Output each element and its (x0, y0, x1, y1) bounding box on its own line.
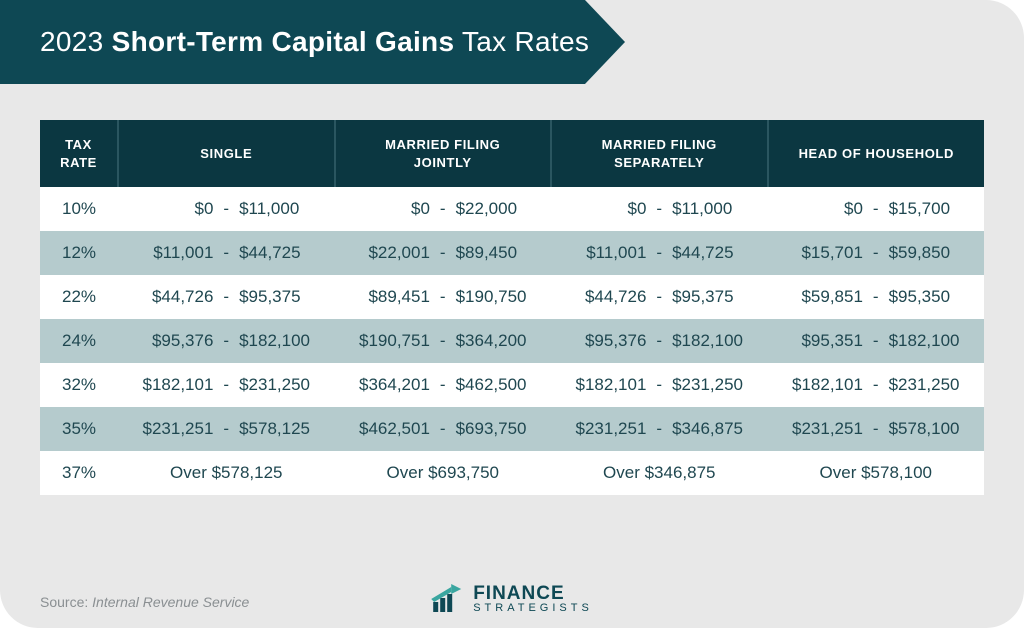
col-mfs: MARRIED FILINGSEPARATELY (551, 120, 768, 187)
cell-mfs: Over $346,875 (551, 451, 768, 495)
table-body: 10%$0-$11,000$0-$22,000$0-$11,000$0-$15,… (40, 187, 984, 495)
cell-mfj: $190,751-$364,200 (335, 319, 552, 363)
cell-mfs: $182,101-$231,250 (551, 363, 768, 407)
cell-mfj: $22,001-$89,450 (335, 231, 552, 275)
title-year: 2023 (40, 26, 104, 57)
cell-hoh: $59,851-$95,350 (768, 275, 985, 319)
cell-mfj: $364,201-$462,500 (335, 363, 552, 407)
cell-mfs: $231,251-$346,875 (551, 407, 768, 451)
cell-mfs: $44,726-$95,375 (551, 275, 768, 319)
logo-line2: STRATEGISTS (473, 603, 593, 614)
table-row: 24%$95,376-$182,100$190,751-$364,200$95,… (40, 319, 984, 363)
cell-hoh: $0-$15,700 (768, 187, 985, 231)
cell-rate: 35% (40, 407, 118, 451)
page-title: 2023 Short-Term Capital Gains Tax Rates (0, 26, 589, 58)
cell-hoh: $95,351-$182,100 (768, 319, 985, 363)
col-tax-rate: TAXRATE (40, 120, 118, 187)
table-header-row: TAXRATE SINGLE MARRIED FILINGJOINTLY MAR… (40, 120, 984, 187)
col-mfj: MARRIED FILINGJOINTLY (335, 120, 552, 187)
cell-rate: 32% (40, 363, 118, 407)
source-line: Source: Internal Revenue Service (40, 594, 249, 610)
title-banner: 2023 Short-Term Capital Gains Tax Rates (0, 0, 1024, 84)
cell-single: Over $578,125 (118, 451, 335, 495)
cell-single: $231,251-$578,125 (118, 407, 335, 451)
col-single: SINGLE (118, 120, 335, 187)
cell-mfs: $11,001-$44,725 (551, 231, 768, 275)
cell-single: $11,001-$44,725 (118, 231, 335, 275)
cell-rate: 37% (40, 451, 118, 495)
cell-hoh: $182,101-$231,250 (768, 363, 985, 407)
cell-hoh: $231,251-$578,100 (768, 407, 985, 451)
cell-hoh: $15,701-$59,850 (768, 231, 985, 275)
infographic-card: 2023 Short-Term Capital Gains Tax Rates … (0, 0, 1024, 628)
source-name: Internal Revenue Service (92, 594, 249, 610)
cell-rate: 10% (40, 187, 118, 231)
brand-logo: FINANCE STRATEGISTS (431, 584, 593, 614)
cell-rate: 24% (40, 319, 118, 363)
title-suffix: Tax Rates (462, 26, 589, 57)
cell-single: $182,101-$231,250 (118, 363, 335, 407)
tax-rate-table: TAXRATE SINGLE MARRIED FILINGJOINTLY MAR… (40, 120, 984, 495)
table-row: 32%$182,101-$231,250$364,201-$462,500$18… (40, 363, 984, 407)
source-label: Source: (40, 594, 88, 610)
cell-single: $0-$11,000 (118, 187, 335, 231)
cell-hoh: Over $578,100 (768, 451, 985, 495)
cell-single: $95,376-$182,100 (118, 319, 335, 363)
cell-rate: 12% (40, 231, 118, 275)
cell-mfj: $462,501-$693,750 (335, 407, 552, 451)
cell-rate: 22% (40, 275, 118, 319)
col-hoh: HEAD OF HOUSEHOLD (768, 120, 985, 187)
table-row: 22%$44,726-$95,375$89,451-$190,750$44,72… (40, 275, 984, 319)
table-row: 10%$0-$11,000$0-$22,000$0-$11,000$0-$15,… (40, 187, 984, 231)
title-bold: Short-Term Capital Gains (112, 26, 455, 57)
cell-single: $44,726-$95,375 (118, 275, 335, 319)
cell-mfs: $95,376-$182,100 (551, 319, 768, 363)
table-row: 37%Over $578,125Over $693,750Over $346,8… (40, 451, 984, 495)
table-row: 35%$231,251-$578,125$462,501-$693,750$23… (40, 407, 984, 451)
cell-mfs: $0-$11,000 (551, 187, 768, 231)
table-container: TAXRATE SINGLE MARRIED FILINGJOINTLY MAR… (0, 84, 1024, 495)
table-row: 12%$11,001-$44,725$22,001-$89,450$11,001… (40, 231, 984, 275)
logo-line1: FINANCE (473, 584, 593, 603)
cell-mfj: Over $693,750 (335, 451, 552, 495)
logo-icon (431, 584, 465, 614)
cell-mfj: $89,451-$190,750 (335, 275, 552, 319)
cell-mfj: $0-$22,000 (335, 187, 552, 231)
logo-text: FINANCE STRATEGISTS (473, 584, 593, 614)
